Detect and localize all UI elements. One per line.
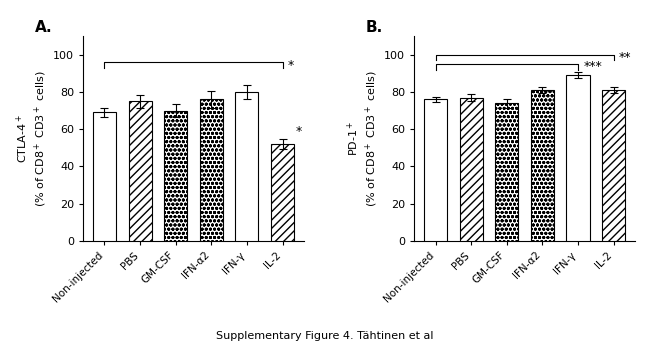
Bar — [460, 98, 483, 241]
Text: *: * — [296, 125, 302, 138]
Bar — [93, 112, 116, 241]
Bar — [129, 101, 151, 241]
Bar — [424, 99, 447, 241]
Text: B.: B. — [366, 20, 383, 35]
Text: **: ** — [619, 51, 632, 64]
Bar — [602, 90, 625, 241]
Y-axis label: CTLA-4$^+$
(% of CD8$^+$ CD3$^+$ cells): CTLA-4$^+$ (% of CD8$^+$ CD3$^+$ cells) — [15, 70, 49, 207]
Text: Supplementary Figure 4. Tähtinen et al: Supplementary Figure 4. Tähtinen et al — [216, 331, 434, 341]
Bar — [566, 75, 590, 241]
Text: ***: *** — [583, 61, 602, 73]
Bar — [200, 99, 223, 241]
Bar — [271, 144, 294, 241]
Text: *: * — [288, 58, 294, 72]
Bar — [164, 110, 187, 241]
Text: A.: A. — [34, 20, 52, 35]
Bar — [531, 90, 554, 241]
Bar — [235, 92, 259, 241]
Y-axis label: PD-1$^+$
(% of CD8$^+$ CD3$^+$ cells): PD-1$^+$ (% of CD8$^+$ CD3$^+$ cells) — [346, 70, 380, 207]
Bar — [495, 103, 519, 241]
